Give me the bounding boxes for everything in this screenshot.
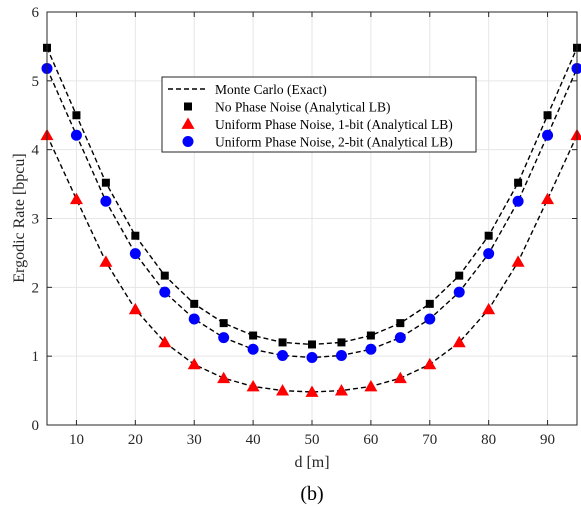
x-tick-label: 40 (246, 432, 261, 448)
legend-triangle-swatch (181, 117, 195, 129)
axis-ticks: 10 20 30 40 50 60 70 80 90 0 1 2 3 4 5 6 (32, 5, 577, 448)
legend-box (161, 76, 477, 153)
y-tick-label: 4 (32, 143, 40, 159)
circle-marker (159, 286, 171, 298)
y-tick-label: 3 (32, 212, 40, 228)
legend-entry-label: Monte Carlo (Exact) (215, 82, 327, 97)
square-marker (396, 319, 405, 328)
y-tick-label: 5 (32, 74, 40, 90)
square-marker (160, 271, 169, 280)
circle-marker (394, 332, 406, 344)
circle-marker (70, 129, 82, 141)
square-marker (455, 271, 464, 280)
square-marker (249, 331, 258, 340)
figure-caption: (b) (300, 483, 323, 505)
circle-marker (277, 349, 289, 361)
triangle-marker (452, 335, 466, 348)
square-marker (425, 299, 434, 308)
triangle-marker (393, 371, 407, 384)
triangle-marker (423, 357, 437, 370)
y-tick-label: 0 (32, 418, 40, 434)
triangle-marker (334, 384, 348, 396)
legend-entry-label: Uniform Phase Noise, 2-bit (Analytical L… (215, 135, 453, 150)
triangle-marker (570, 128, 581, 141)
triangle-marker (511, 255, 525, 267)
legend-entry-label: No Phase Noise (Analytical LB) (215, 100, 390, 115)
x-tick-label: 90 (540, 432, 555, 448)
triangle-marker (158, 335, 172, 348)
triangle-marker (364, 379, 378, 392)
circle-marker (335, 349, 347, 361)
square-marker (101, 178, 110, 187)
y-tick-label: 2 (32, 280, 40, 296)
square-marker (131, 231, 140, 240)
x-tick-label: 20 (128, 432, 143, 448)
x-tick-label: 70 (422, 432, 437, 448)
square-marker (190, 299, 199, 308)
square-marker (514, 178, 523, 187)
square-marker (484, 231, 493, 240)
circle-marker (129, 248, 141, 260)
circle-marker (571, 62, 581, 74)
x-axis-title: d [m] (294, 454, 329, 471)
square-marker (308, 340, 316, 349)
triangle-marker (69, 192, 83, 205)
triangle-marker (305, 385, 319, 397)
y-tick-label: 1 (32, 349, 40, 365)
triangle-marker (246, 379, 260, 392)
legend-circle-swatch (182, 136, 194, 147)
circle-marker (218, 332, 230, 344)
square-marker (278, 338, 287, 347)
circle-marker (247, 343, 259, 355)
square-marker (366, 331, 375, 340)
triangle-marker (99, 255, 113, 267)
triangle-marker (128, 302, 142, 315)
x-tick-label: 60 (363, 432, 378, 448)
y-axis-title: Ergodic Rate [bpcu] (11, 153, 28, 282)
triangle-marker (217, 371, 231, 384)
circle-marker (453, 286, 465, 298)
x-tick-label: 30 (187, 432, 202, 448)
legend-square-swatch (184, 102, 192, 111)
square-marker (543, 111, 552, 120)
triangle-marker (541, 192, 555, 205)
square-marker (72, 111, 81, 120)
circle-marker (188, 313, 200, 325)
legend: Monte Carlo (Exact) No Phase Noise (Analy… (161, 76, 477, 153)
x-tick-label: 80 (481, 432, 496, 448)
y-tick-label: 6 (32, 5, 40, 21)
legend-entry-label: Uniform Phase Noise, 1-bit (Analytical L… (215, 117, 453, 132)
x-tick-label: 10 (69, 432, 84, 448)
square-marker (337, 338, 346, 347)
circle-marker (100, 195, 112, 207)
triangle-marker (482, 302, 496, 315)
triangle-marker (276, 384, 290, 396)
circle-marker (424, 313, 436, 325)
triangle-marker (187, 357, 201, 370)
circle-marker (365, 343, 377, 355)
circle-marker (483, 248, 495, 260)
circle-marker (306, 352, 318, 364)
circle-marker (512, 195, 524, 207)
circle-marker (542, 129, 554, 141)
square-marker (219, 319, 228, 328)
x-tick-label: 50 (305, 432, 320, 448)
